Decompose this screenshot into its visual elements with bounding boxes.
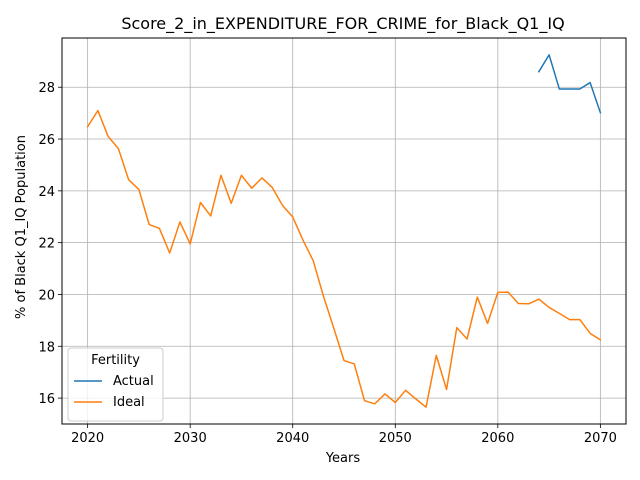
y-tick-label: 24	[38, 185, 55, 200]
legend-title: Fertility	[91, 353, 140, 368]
x-tick-label: 2030	[174, 431, 207, 446]
grid-lines	[62, 38, 626, 424]
y-tick-label: 18	[38, 340, 55, 355]
legend: Fertility Actual Ideal	[67, 347, 164, 422]
x-tick-label: 2070	[584, 431, 617, 446]
x-tick-label: 2040	[276, 431, 309, 446]
y-axis-label: % of Black Q1_IQ Population	[14, 135, 29, 319]
y-tick-label: 28	[38, 81, 55, 96]
y-tick-label: 20	[38, 288, 55, 303]
chart-title: Score_2_in_EXPENDITURE_FOR_CRIME_for_Bla…	[121, 14, 564, 34]
x-tick-label: 2020	[71, 431, 104, 446]
series-line-actual	[537, 54, 602, 114]
series-lines	[86, 54, 602, 408]
plot-area-frame	[61, 37, 627, 425]
legend-label-ideal: Ideal	[113, 395, 145, 410]
x-tick-label: 2050	[379, 431, 412, 446]
y-tick-label: 22	[38, 237, 55, 252]
axis-ticks: 2020 2030 2040 2050 2060 2070 16 18 20 22 24 26 28	[38, 81, 616, 446]
y-tick-label: 16	[38, 392, 55, 407]
x-axis-label: Years	[325, 451, 361, 466]
series-line-ideal	[86, 109, 602, 408]
x-tick-label: 2060	[481, 431, 514, 446]
y-tick-label: 26	[38, 133, 55, 148]
legend-label-actual: Actual	[113, 374, 154, 389]
